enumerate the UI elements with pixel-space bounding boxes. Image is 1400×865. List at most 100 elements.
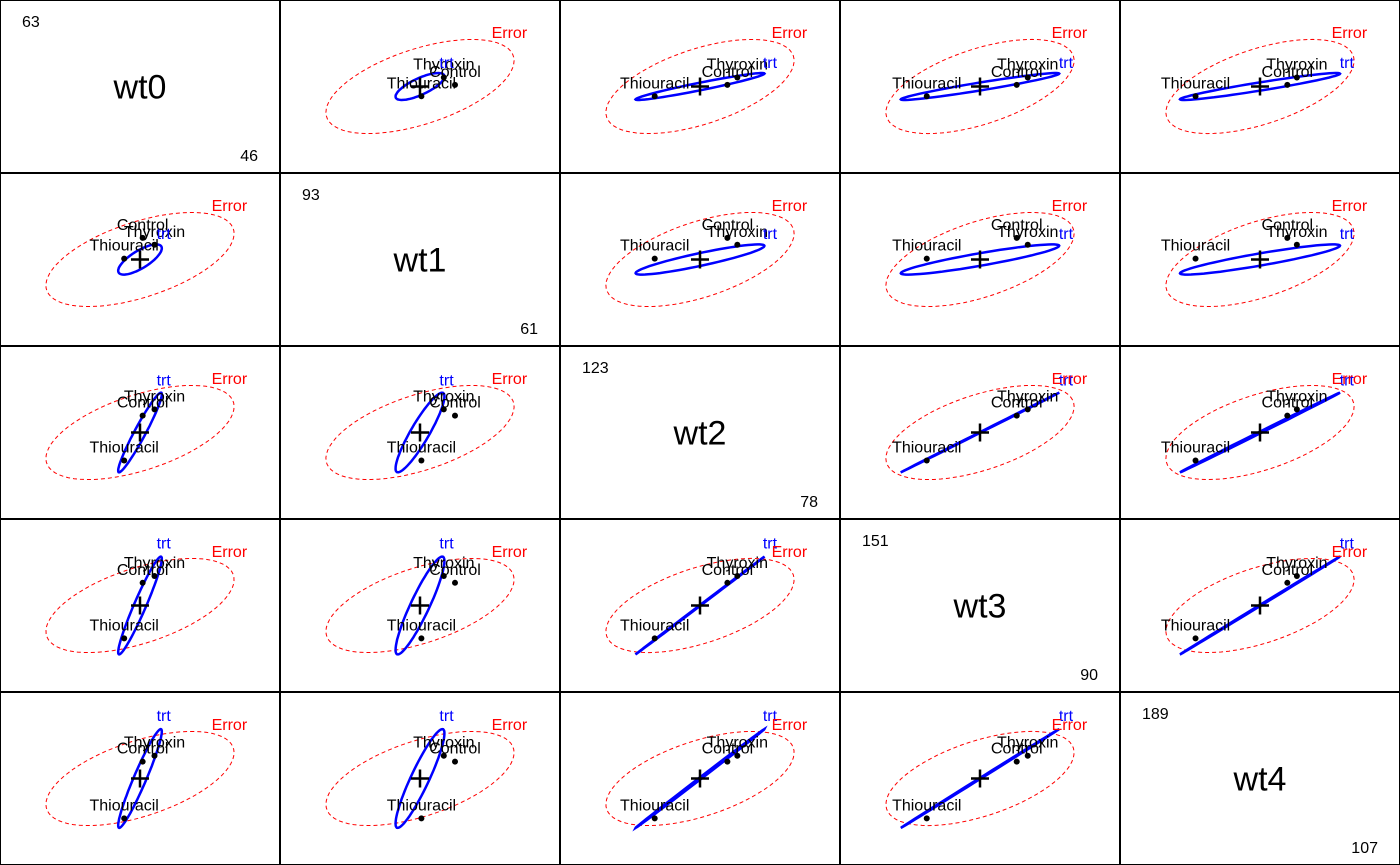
group-label: Thyroxin [413,388,474,405]
error-ellipse [885,730,1075,827]
error-label: Error [212,544,248,561]
group-label: Thiouracil [1161,75,1230,92]
group-label: Thyroxin [124,555,185,572]
group-mean-point [1293,573,1300,580]
error-label: Error [772,25,808,42]
error-label: Error [772,717,808,734]
group-label: Control [1262,562,1314,579]
group-mean-point [1024,752,1031,759]
group-mean-point [1013,81,1020,88]
hypothesis-label: trt [157,535,172,552]
group-label: Thyroxin [997,388,1058,405]
grand-mean-marker [131,769,149,788]
group-mean-point [1192,457,1199,464]
group-mean-point [734,74,741,81]
group-mean-point [440,752,447,759]
group-label: Thyroxin [707,555,768,572]
error-ellipse [885,212,1075,307]
group-mean-point [139,758,146,765]
grand-mean-marker [971,77,989,96]
panel-frame [280,346,560,519]
group-mean-point [1284,81,1291,88]
error-label: Error [492,544,528,561]
panel-frame [840,519,1120,692]
group-label: Thyroxin [707,57,768,74]
group-mean-point [1293,241,1300,248]
group-mean-point [440,74,447,81]
grand-mean-marker [971,250,989,269]
hypothesis-label: trt [157,372,172,389]
range-min-label: 78 [800,494,818,511]
grand-mean-marker [1251,77,1269,96]
group-mean-point [1013,758,1020,765]
error-ellipse [45,212,235,307]
group-mean-point [651,815,658,822]
error-ellipse [325,385,515,480]
hypothesis-label: trt [763,226,778,243]
group-label: Thiouracil [1161,238,1230,255]
range-max-label: 189 [1142,706,1169,723]
error-ellipse [605,557,795,654]
error-ellipse [45,731,235,826]
group-mean-point [923,255,930,262]
error-label: Error [492,717,528,734]
group-mean-point [1024,74,1031,81]
grand-mean-marker [1251,423,1269,442]
group-mean-point [151,573,158,580]
hypothesis-ellipse [634,555,766,656]
hypothesis-label: trt [1340,55,1355,72]
group-label: Thiouracil [892,797,961,814]
group-label: Thyroxin [1266,57,1327,74]
range-min-label: 90 [1080,667,1098,684]
group-mean-point [418,815,425,822]
panel-frame [560,346,840,519]
error-label: Error [212,198,248,215]
hypothesis-label: trt [1059,372,1074,389]
group-mean-point [452,758,458,765]
panel-frame [280,0,560,173]
panel-frame [0,346,280,519]
group-mean-point [121,635,128,642]
variable-label: wt0 [113,69,167,107]
hypothesis-label: trt [1059,708,1074,725]
range-max-label: 63 [22,14,40,31]
hypothesis-ellipse [1179,391,1341,474]
grand-mean-marker [131,423,149,442]
hypothesis-ellipse [634,243,766,276]
error-label: Error [1052,717,1088,734]
group-mean-point [724,234,731,241]
group-mean-point [151,406,158,413]
grand-mean-marker [971,769,989,788]
group-mean-point [452,579,458,586]
group-mean-point [1024,241,1031,248]
group-mean-point [1013,234,1020,241]
group-mean-point [734,241,741,248]
group-mean-point [923,93,930,100]
panel-frame [0,519,280,692]
hypothesis-label: trt [1059,55,1074,72]
range-min-label: 61 [520,321,538,338]
panel-frame [280,519,560,692]
hypothesis-ellipse [394,71,446,102]
group-mean-point [724,81,731,88]
group-label: Thiouracil [620,617,689,634]
variable-label: wt4 [1233,761,1287,799]
group-label: Thiouracil [90,439,159,456]
group-label: Control [1262,395,1314,412]
hypothesis-ellipse [394,727,446,830]
hypothesis-ellipse [394,391,446,474]
group-mean-point [440,406,447,413]
group-label: Control [117,217,169,234]
group-mean-point [1284,579,1291,586]
error-ellipse [885,385,1075,480]
group-mean-point [734,573,741,580]
group-label: Control [1262,217,1314,234]
hypothesis-ellipse [900,391,1060,474]
hypothesis-ellipse [899,71,1061,102]
hypothesis-ellipse [1179,555,1341,656]
group-mean-point [418,457,425,464]
group-label: Control [702,64,754,81]
hypothesis-label: trt [439,535,454,552]
grand-mean-marker [131,250,149,269]
group-label: Control [1262,64,1314,81]
